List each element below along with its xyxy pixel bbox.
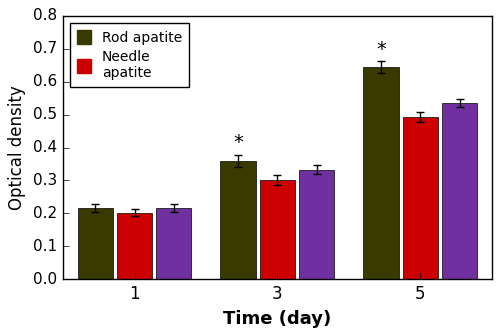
Bar [78, 208, 113, 279]
Bar [156, 208, 192, 279]
Y-axis label: Optical density: Optical density [8, 85, 26, 210]
Bar [299, 170, 334, 279]
Text: *: * [376, 40, 386, 58]
Bar [402, 117, 438, 279]
Bar [442, 103, 477, 279]
Legend: Rod apatite, Needle
apatite: Rod apatite, Needle apatite [70, 23, 189, 87]
X-axis label: Time (day): Time (day) [223, 310, 332, 328]
Text: *: * [233, 133, 243, 153]
Bar [260, 180, 295, 279]
Bar [220, 161, 256, 279]
Bar [364, 67, 398, 279]
Bar [117, 213, 152, 279]
